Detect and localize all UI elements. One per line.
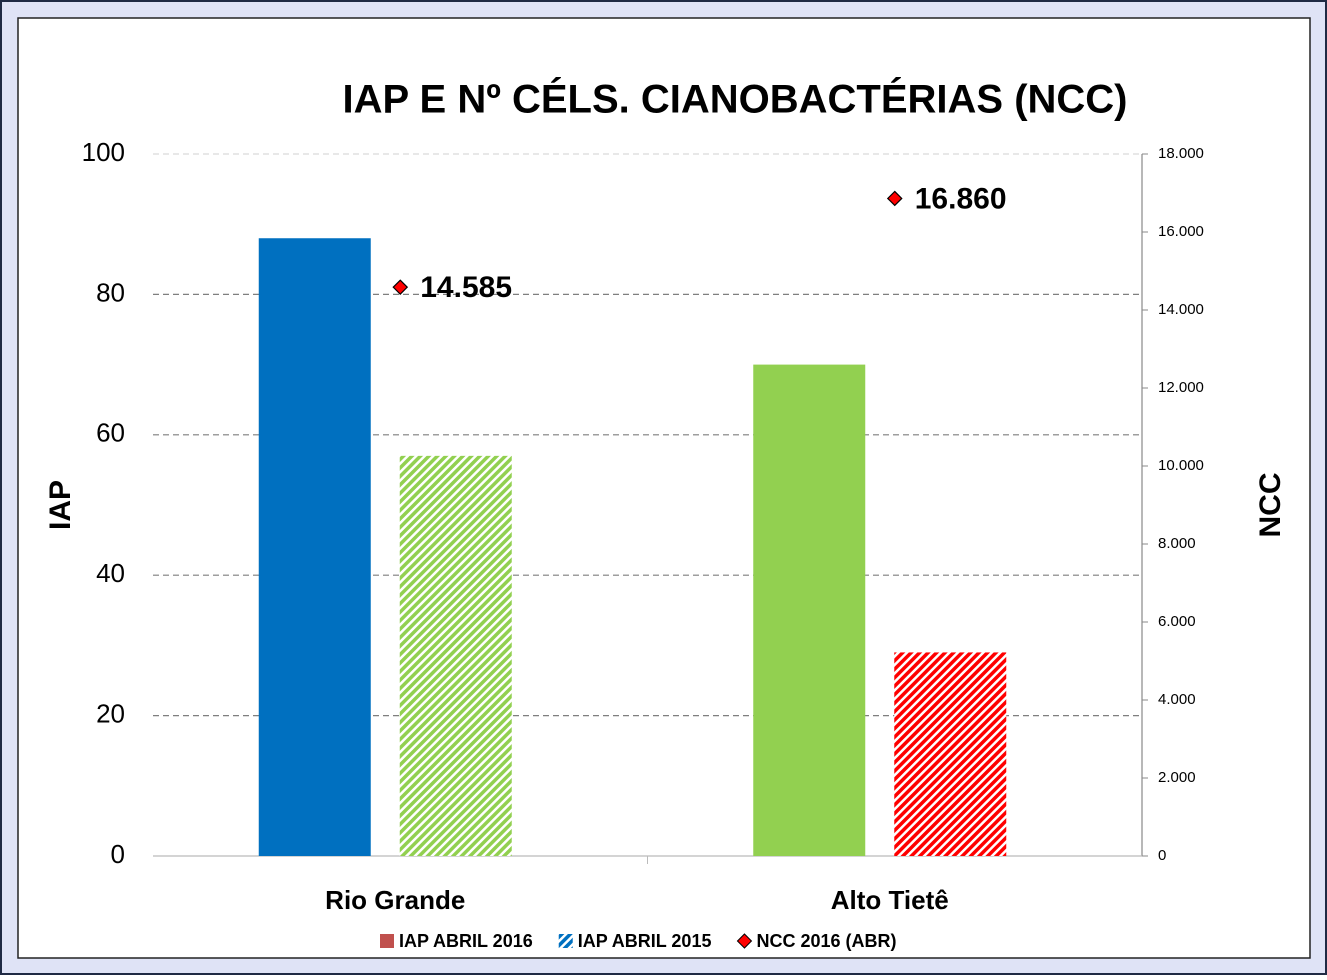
y2-tick-label: 16.000 xyxy=(1158,223,1204,240)
x-tick-label: Rio Grande xyxy=(325,885,465,915)
x-tick-label: Alto Tietê xyxy=(831,885,949,915)
bar xyxy=(894,652,1007,856)
y-tick-label: 100 xyxy=(82,137,125,167)
y2-tick-label: 6.000 xyxy=(1158,613,1196,630)
marker xyxy=(886,190,903,207)
y2-tick-label: 0 xyxy=(1158,847,1166,864)
y-tick-label: 80 xyxy=(96,277,125,307)
legend-label: IAP ABRIL 2015 xyxy=(578,931,712,951)
data-label: 14.585 xyxy=(420,271,512,304)
y2-tick-label: 10.000 xyxy=(1158,457,1204,474)
y-axis-label: IAP xyxy=(44,480,77,530)
chart-title: IAP E Nº CÉLS. CIANOBACTÉRIAS (NCC) xyxy=(342,77,1127,122)
y-tick-label: 20 xyxy=(96,698,125,728)
y2-axis-label: NCC xyxy=(1254,473,1287,538)
y-tick-label: 0 xyxy=(111,839,125,869)
y-tick-label: 40 xyxy=(96,558,125,588)
legend-label: NCC 2016 (ABR) xyxy=(756,931,896,951)
legend-marker xyxy=(736,933,753,949)
y2-tick-label: 14.000 xyxy=(1158,301,1204,318)
y2-tick-label: 4.000 xyxy=(1158,691,1196,708)
bar xyxy=(753,364,866,856)
legend-swatch xyxy=(380,934,394,948)
bar xyxy=(258,238,371,857)
y2-tick-label: 12.000 xyxy=(1158,379,1204,396)
y2-tick-label: 18.000 xyxy=(1158,145,1204,162)
legend-label: IAP ABRIL 2016 xyxy=(399,931,533,951)
legend-swatch xyxy=(558,934,573,948)
panel xyxy=(17,17,1311,959)
y-tick-label: 60 xyxy=(96,418,125,448)
marker xyxy=(392,279,409,296)
data-label: 16.860 xyxy=(915,182,1007,215)
y2-tick-label: 2.000 xyxy=(1158,769,1196,786)
bar xyxy=(399,455,512,856)
y2-tick-label: 8.000 xyxy=(1158,535,1196,552)
